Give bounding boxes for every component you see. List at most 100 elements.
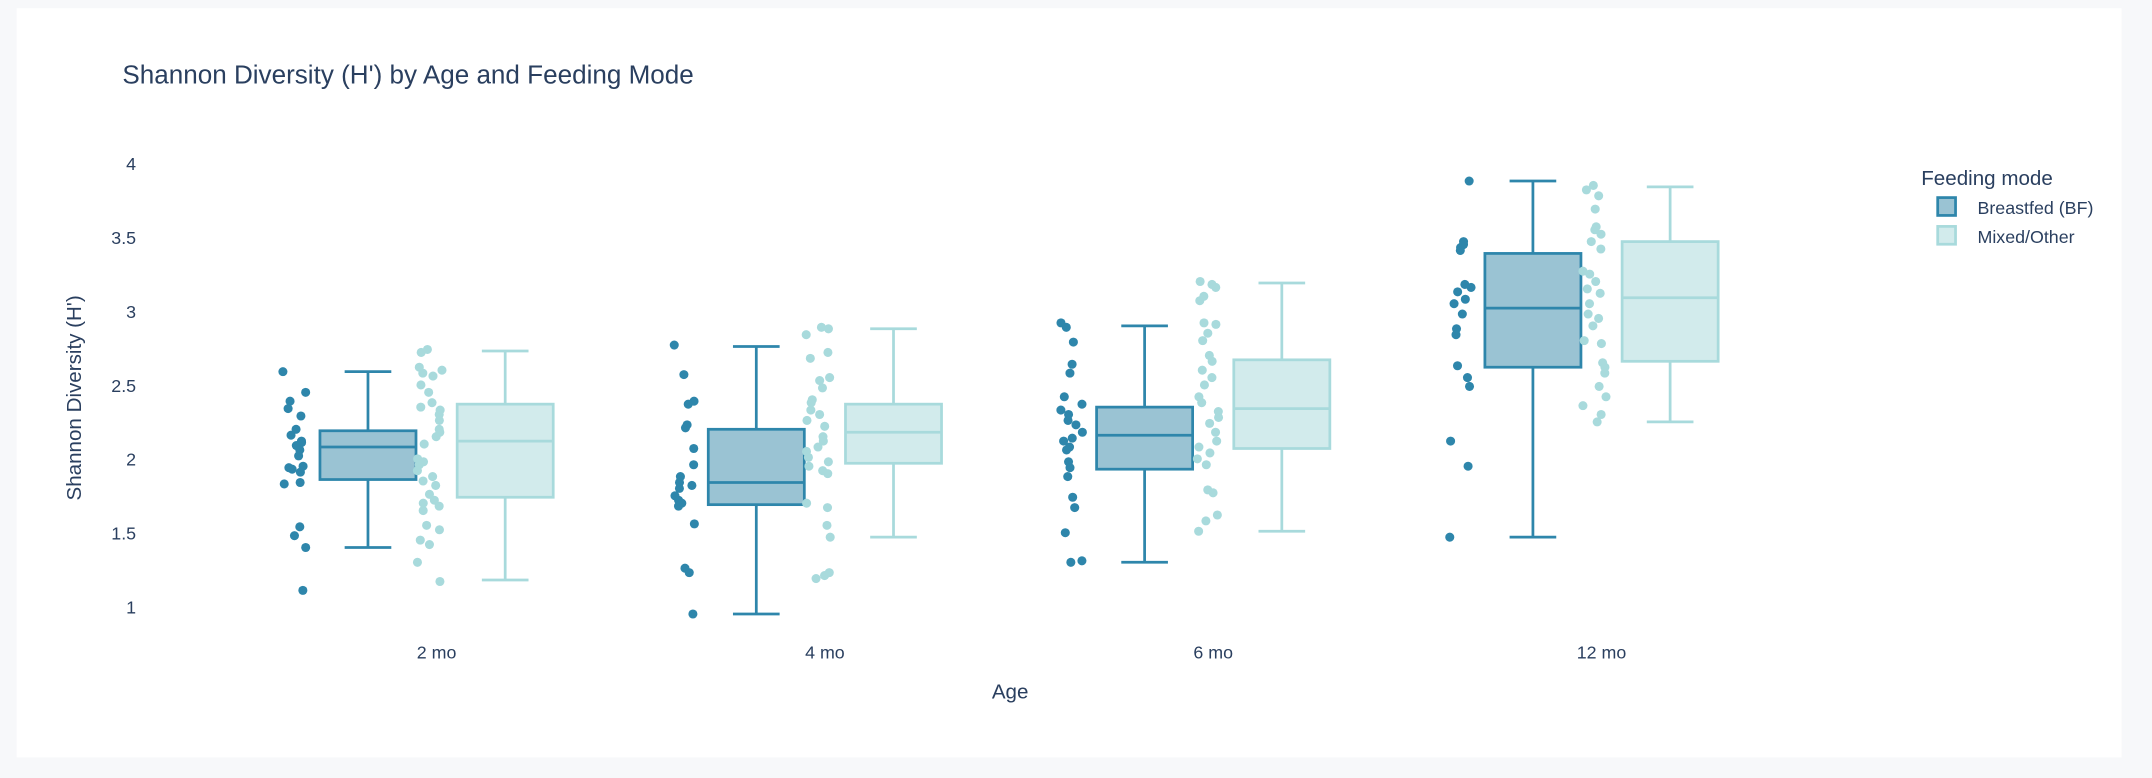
data-point	[1463, 461, 1473, 471]
data-point	[434, 415, 444, 425]
data-point	[1197, 365, 1207, 375]
data-point	[431, 432, 441, 442]
data-point	[1582, 284, 1592, 294]
data-point	[1207, 373, 1217, 383]
y-axis-label: Shannon Diversity (H')	[63, 295, 86, 500]
data-point	[286, 430, 296, 440]
data-point	[1595, 288, 1605, 298]
data-point	[1063, 472, 1073, 482]
data-point	[1212, 436, 1222, 446]
data-point	[1059, 392, 1069, 402]
data-point	[1596, 229, 1606, 239]
data-point	[688, 609, 698, 619]
data-point	[291, 424, 301, 434]
data-point	[1451, 330, 1461, 340]
data-point	[823, 324, 833, 334]
data-point	[1077, 399, 1087, 409]
data-point	[1195, 296, 1205, 306]
data-point	[1583, 309, 1593, 319]
data-point	[1070, 503, 1080, 513]
data-point	[1077, 556, 1087, 566]
box-mixed	[1578, 180, 1720, 427]
data-point	[1457, 309, 1467, 319]
data-point	[1600, 368, 1610, 378]
data-point	[428, 472, 438, 482]
y-tick-label: 2.5	[111, 376, 136, 396]
data-point	[1201, 516, 1211, 526]
data-point	[435, 576, 445, 587]
data-point	[1198, 336, 1208, 346]
data-point	[1212, 510, 1222, 520]
data-point	[1446, 436, 1456, 446]
data-point	[1586, 237, 1596, 247]
y-tick-label: 1	[126, 597, 136, 617]
data-point	[295, 477, 305, 488]
data-point	[1591, 276, 1601, 287]
data-point	[683, 399, 693, 409]
data-point	[1578, 401, 1588, 411]
x-tick-label: 4 mo	[805, 643, 845, 663]
data-point	[802, 415, 812, 425]
data-point	[301, 542, 311, 553]
iqr-box	[1620, 240, 1720, 363]
box-breastfed	[278, 367, 418, 595]
box-breastfed	[1056, 318, 1195, 567]
box-mixed	[1192, 276, 1332, 536]
data-point	[1062, 445, 1072, 455]
iqr-box	[318, 429, 418, 481]
legend-item-mixed[interactable]: Mixed/Other	[1936, 225, 2075, 247]
x-tick-label: 2 mo	[417, 643, 457, 663]
data-point	[669, 340, 679, 350]
data-point	[1067, 433, 1077, 443]
data-point	[1211, 282, 1221, 292]
data-point	[278, 367, 288, 377]
data-point	[419, 439, 429, 449]
data-point	[820, 571, 830, 581]
legend-item-breastfed[interactable]: Breastfed (BF)	[1936, 196, 2094, 218]
y-tick-label: 3.5	[111, 228, 136, 248]
data-point	[418, 506, 428, 516]
box-breastfed	[669, 340, 806, 619]
data-point	[1066, 557, 1076, 567]
data-point	[295, 467, 305, 477]
data-point	[1063, 415, 1073, 425]
data-point	[416, 347, 426, 357]
data-point	[1460, 294, 1470, 304]
data-point	[296, 411, 306, 421]
data-point	[416, 380, 426, 390]
data-point	[1207, 356, 1217, 366]
x-tick-label: 12 mo	[1577, 643, 1627, 663]
data-point	[437, 365, 447, 375]
data-point	[825, 532, 835, 542]
data-point	[279, 479, 289, 489]
iqr-box	[1232, 358, 1332, 450]
data-point	[301, 387, 311, 397]
data-point	[1466, 282, 1476, 292]
box-mixed	[801, 322, 943, 584]
data-point	[424, 387, 434, 397]
data-point	[412, 466, 422, 476]
data-point	[1197, 398, 1207, 408]
data-point	[1214, 412, 1224, 422]
data-point	[1195, 276, 1205, 287]
data-point	[818, 436, 828, 446]
data-point	[1071, 420, 1081, 430]
chart-title: Shannon Diversity (H') by Age and Feedin…	[122, 60, 693, 90]
legend-label-breastfed: Breastfed (BF)	[1977, 198, 2093, 218]
data-point	[1452, 361, 1463, 371]
chart-card	[16, 8, 2122, 758]
data-point	[1588, 180, 1598, 190]
data-point	[1596, 409, 1606, 420]
data-point	[1594, 191, 1604, 201]
iqr-box	[844, 402, 943, 465]
data-point	[1596, 244, 1606, 254]
legend-swatch-breastfed	[1936, 196, 1957, 217]
data-point	[1601, 392, 1611, 402]
data-point	[287, 464, 297, 474]
data-point	[820, 421, 830, 431]
data-point	[1199, 318, 1209, 328]
data-point	[416, 402, 426, 412]
data-point	[1203, 328, 1213, 338]
x-axis-label: Age	[992, 680, 1029, 703]
